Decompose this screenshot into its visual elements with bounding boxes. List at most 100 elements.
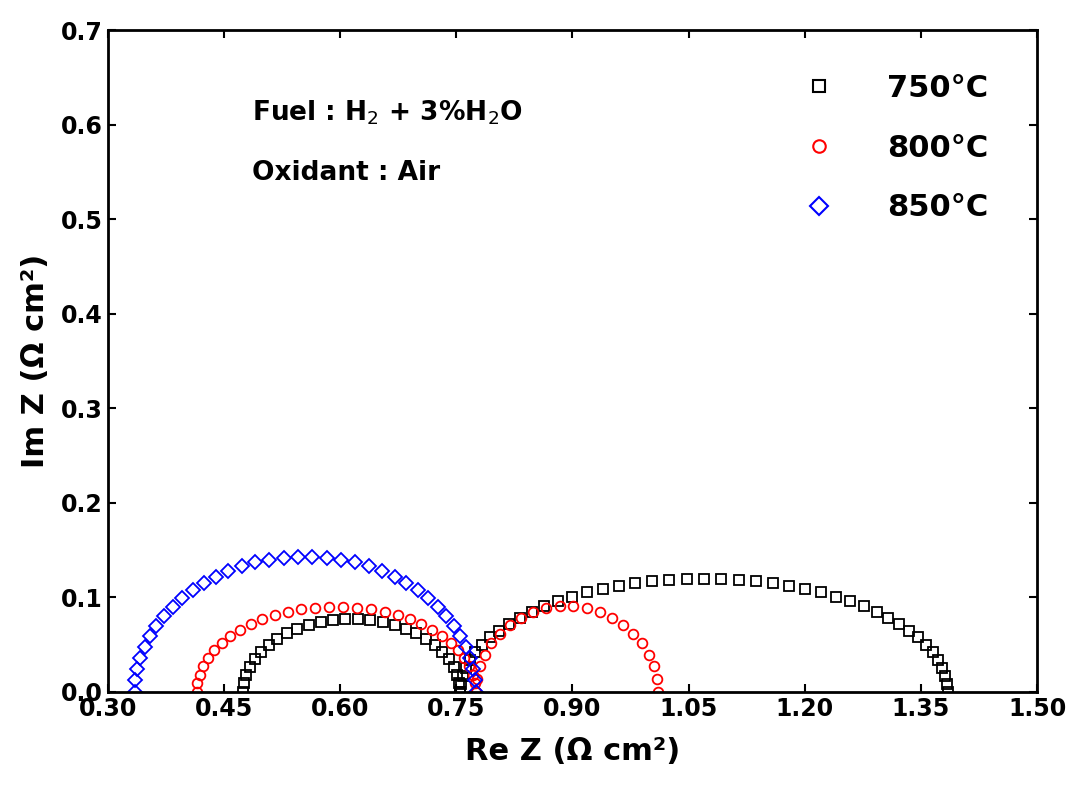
850°C (158, 611, 171, 621)
800°C (255, 615, 268, 624)
750°C (302, 620, 315, 630)
850°C (335, 555, 348, 564)
850°C (440, 611, 453, 621)
800°C (351, 603, 364, 612)
800°C (445, 638, 458, 648)
750°C (237, 687, 250, 696)
750°C (351, 615, 364, 624)
850°C (210, 572, 223, 582)
800°C (451, 645, 464, 655)
850°C (143, 631, 157, 641)
850°C (222, 567, 235, 576)
Legend: 750°C, 800°C, 850°C: 750°C, 800°C, 850°C (774, 59, 1003, 238)
750°C (262, 640, 275, 649)
850°C (422, 593, 435, 603)
850°C (134, 653, 147, 663)
750°C (239, 671, 252, 680)
750°C (453, 678, 466, 688)
800°C (323, 602, 336, 611)
850°C (400, 578, 413, 588)
850°C (291, 552, 304, 561)
750°C (399, 624, 412, 634)
800°C (436, 631, 449, 641)
750°C (388, 620, 401, 630)
750°C (436, 647, 449, 656)
750°C (271, 634, 284, 644)
Y-axis label: Im Z (Ω cm²): Im Z (Ω cm²) (21, 254, 50, 468)
800°C (468, 678, 482, 688)
750°C (314, 617, 327, 626)
850°C (176, 593, 189, 603)
800°C (468, 687, 482, 696)
750°C (428, 640, 441, 649)
850°C (454, 631, 467, 641)
750°C (326, 615, 339, 625)
850°C (411, 586, 424, 595)
800°C (337, 602, 350, 611)
750°C (248, 654, 261, 663)
850°C (460, 642, 473, 652)
Line: 850°C: 850°C (130, 552, 480, 696)
800°C (364, 604, 377, 614)
800°C (458, 653, 471, 663)
Line: 750°C: 750°C (238, 614, 465, 696)
850°C (468, 675, 482, 685)
800°C (197, 661, 210, 671)
850°C (138, 642, 151, 652)
750°C (442, 654, 455, 663)
750°C (243, 662, 257, 671)
800°C (403, 615, 416, 624)
750°C (237, 678, 250, 688)
800°C (268, 611, 282, 620)
850°C (388, 572, 401, 582)
X-axis label: Re Z (Ω cm²): Re Z (Ω cm²) (465, 737, 680, 767)
Text: Oxidant : Air: Oxidant : Air (252, 160, 440, 186)
850°C (277, 553, 290, 563)
850°C (150, 621, 163, 630)
750°C (280, 629, 293, 638)
800°C (208, 645, 221, 655)
750°C (364, 615, 377, 625)
750°C (339, 615, 352, 624)
800°C (378, 608, 391, 617)
800°C (245, 619, 258, 629)
850°C (305, 552, 318, 561)
750°C (376, 617, 389, 626)
850°C (362, 562, 375, 571)
Line: 800°C: 800°C (192, 602, 480, 696)
850°C (129, 675, 142, 685)
800°C (391, 611, 404, 620)
850°C (130, 664, 143, 674)
800°C (201, 653, 214, 663)
750°C (453, 687, 466, 696)
800°C (426, 626, 439, 635)
850°C (448, 621, 461, 630)
850°C (349, 558, 362, 567)
800°C (295, 604, 308, 614)
850°C (375, 567, 388, 576)
800°C (282, 608, 295, 617)
Text: Fuel : H$_2$ + 3%H$_2$O: Fuel : H$_2$ + 3%H$_2$O (252, 98, 523, 127)
850°C (321, 553, 334, 563)
850°C (463, 653, 476, 663)
850°C (466, 664, 479, 674)
850°C (432, 602, 445, 611)
750°C (447, 662, 460, 671)
850°C (468, 687, 482, 696)
850°C (166, 602, 179, 611)
800°C (415, 619, 428, 629)
850°C (235, 562, 248, 571)
800°C (224, 631, 237, 641)
800°C (234, 626, 247, 635)
850°C (128, 687, 141, 696)
800°C (309, 603, 322, 612)
850°C (263, 555, 276, 564)
800°C (215, 638, 228, 648)
800°C (191, 678, 204, 688)
800°C (193, 670, 207, 679)
750°C (451, 671, 464, 680)
750°C (254, 647, 267, 656)
850°C (249, 558, 262, 567)
800°C (466, 670, 479, 679)
750°C (420, 634, 433, 644)
